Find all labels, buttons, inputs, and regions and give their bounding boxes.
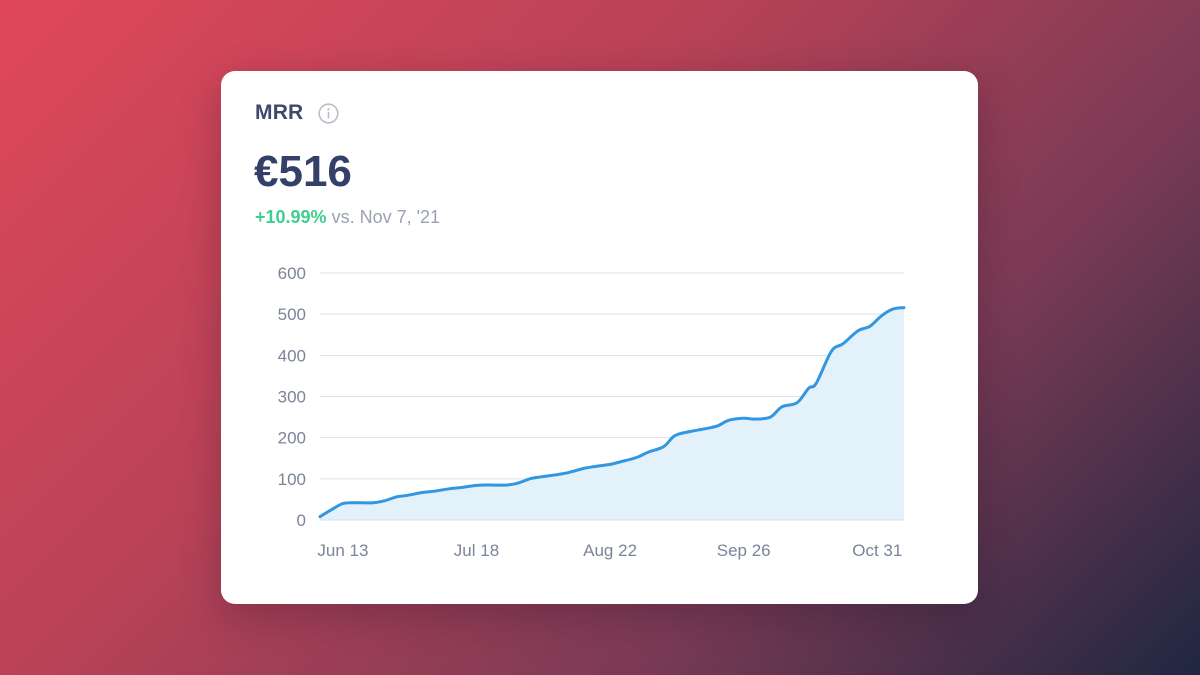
metric-label: MRR [255, 101, 304, 124]
series-line [318, 306, 906, 519]
y-tick-label: 400 [278, 346, 306, 365]
change-percentage: +10.99% [255, 207, 327, 227]
mrr-area-chart: 0 100 200 300 400 500 600 Jun 13 Jul 18 Aug 22 Sep… [278, 264, 906, 560]
y-tick-label: 300 [278, 388, 306, 407]
metric-value: €516 [254, 147, 352, 196]
info-icon[interactable] [318, 102, 340, 124]
x-tick-label: Sep 26 [717, 541, 771, 560]
y-tick-label: 500 [278, 305, 306, 324]
y-tick-label: 100 [278, 470, 306, 489]
metric-header: MRR [255, 101, 340, 125]
y-tick-label: 600 [278, 264, 306, 283]
series-area [320, 307, 904, 520]
x-tick-label: Jul 18 [454, 541, 499, 560]
x-tick-label: Oct 31 [852, 541, 902, 560]
x-tick-label: Aug 22 [583, 541, 637, 560]
metric-change: +10.99% vs. Nov 7, '21 [255, 207, 440, 228]
change-comparison: vs. Nov 7, '21 [331, 207, 441, 227]
mrr-card: MRR €516 +10.99% vs. Nov 7, '21 0 100 200 3… [221, 71, 978, 604]
y-tick-label: 200 [278, 429, 306, 448]
x-tick-label: Jun 13 [317, 541, 368, 560]
y-tick-label: 0 [297, 511, 306, 530]
